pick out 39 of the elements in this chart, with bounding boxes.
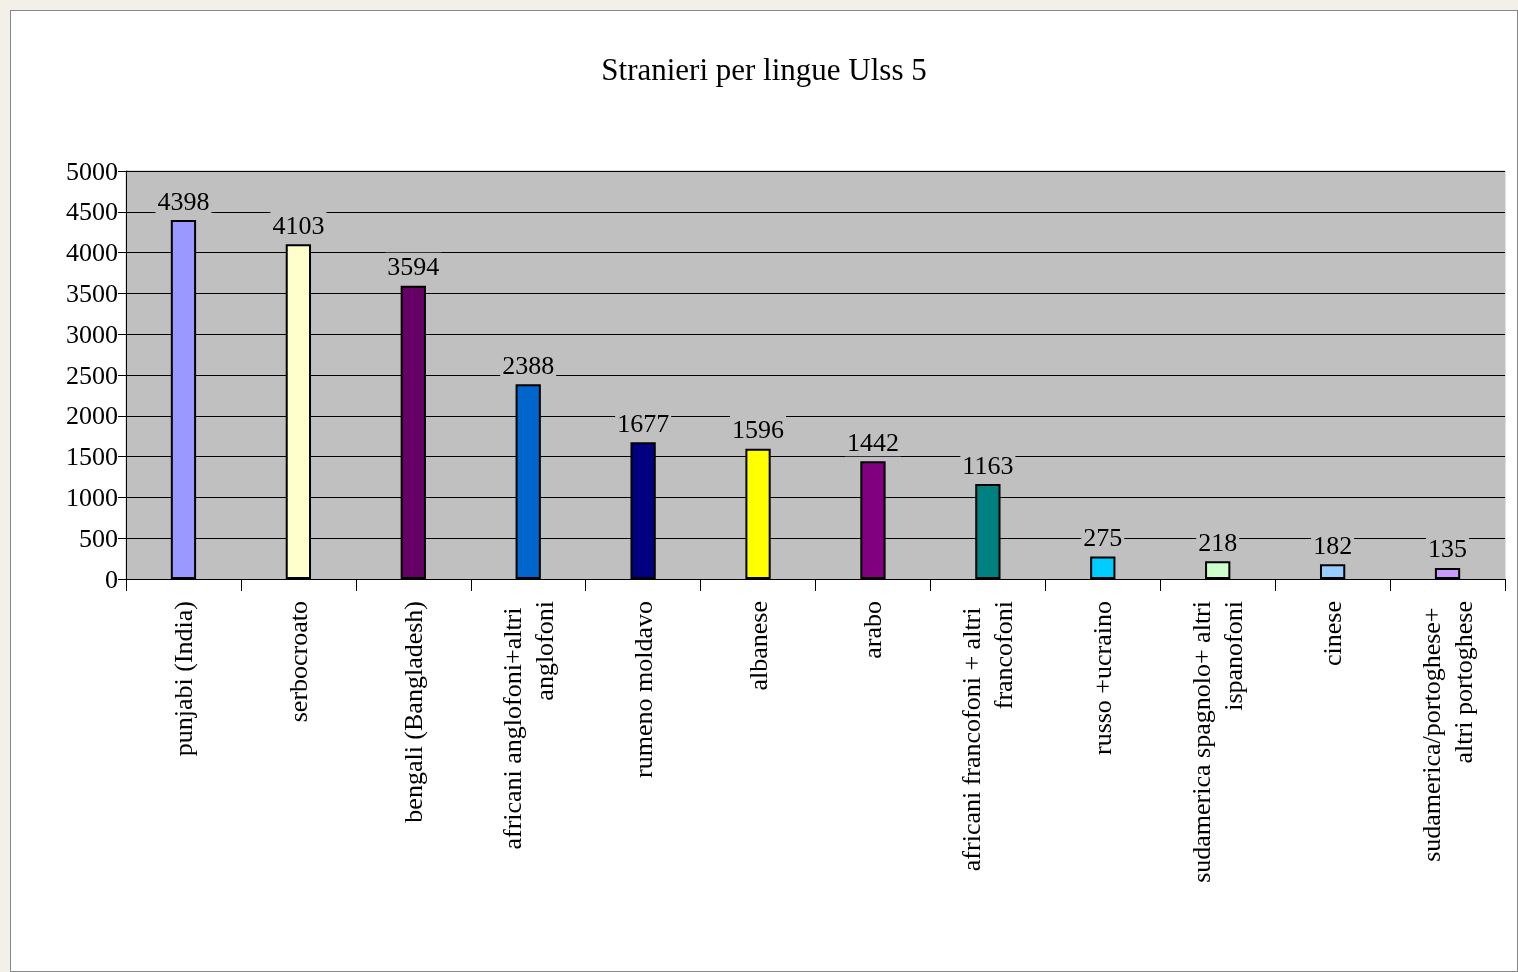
bar <box>1205 561 1231 579</box>
x-tick-label: serbocroato <box>283 601 313 723</box>
data-label: 275 <box>1083 523 1123 553</box>
data-label: 3594 <box>387 252 440 282</box>
data-label: 135 <box>1428 534 1468 564</box>
chart-title: Stranieri per lingue Ulss 5 <box>601 52 927 87</box>
y-tick-label: 2000 <box>66 401 118 431</box>
y-tick-label: 1500 <box>66 442 118 472</box>
x-tick-label: russo +ucraino <box>1088 601 1118 756</box>
y-tick-label: 500 <box>79 523 118 553</box>
y-tick-label: 3500 <box>66 278 118 308</box>
data-label: 218 <box>1198 527 1238 557</box>
y-tick-label: 2500 <box>66 360 118 390</box>
y-tick-label: 1000 <box>66 482 118 512</box>
y-tick-label: 4500 <box>66 197 118 227</box>
data-label: 1677 <box>617 408 670 438</box>
x-tick-label: cinese <box>1318 601 1348 666</box>
x-tick-label: africani anglofoni+altri anglofoni <box>497 601 559 850</box>
x-tick-label: punjabi (India) <box>168 601 198 757</box>
bar <box>1434 567 1461 579</box>
x-tick-label: sudamerica/portoghese+ altri portoghese <box>1417 601 1479 862</box>
y-tick-label: 0 <box>105 564 118 594</box>
x-tick-label: bengali (Bangladesh) <box>398 601 428 823</box>
data-label: 1442 <box>846 427 899 457</box>
x-tick-label: albanese <box>743 601 773 691</box>
x-tick-label: rumeno moldavo <box>628 601 658 778</box>
bar <box>1319 564 1346 579</box>
data-label: 1163 <box>962 450 1014 480</box>
bar <box>1090 556 1116 579</box>
x-tick-label: arabo <box>858 601 888 659</box>
data-label: 182 <box>1313 530 1353 560</box>
data-label: 4103 <box>272 210 325 240</box>
data-label: 2388 <box>502 350 555 380</box>
y-tick-label: 4000 <box>66 238 118 268</box>
x-tick-label: africani francofoni + altri francofoni <box>957 601 1019 872</box>
data-label: 4398 <box>157 186 210 216</box>
y-tick-label: 3000 <box>66 319 118 349</box>
y-tick-label: 5000 <box>66 156 118 186</box>
data-label: 1596 <box>732 415 785 445</box>
